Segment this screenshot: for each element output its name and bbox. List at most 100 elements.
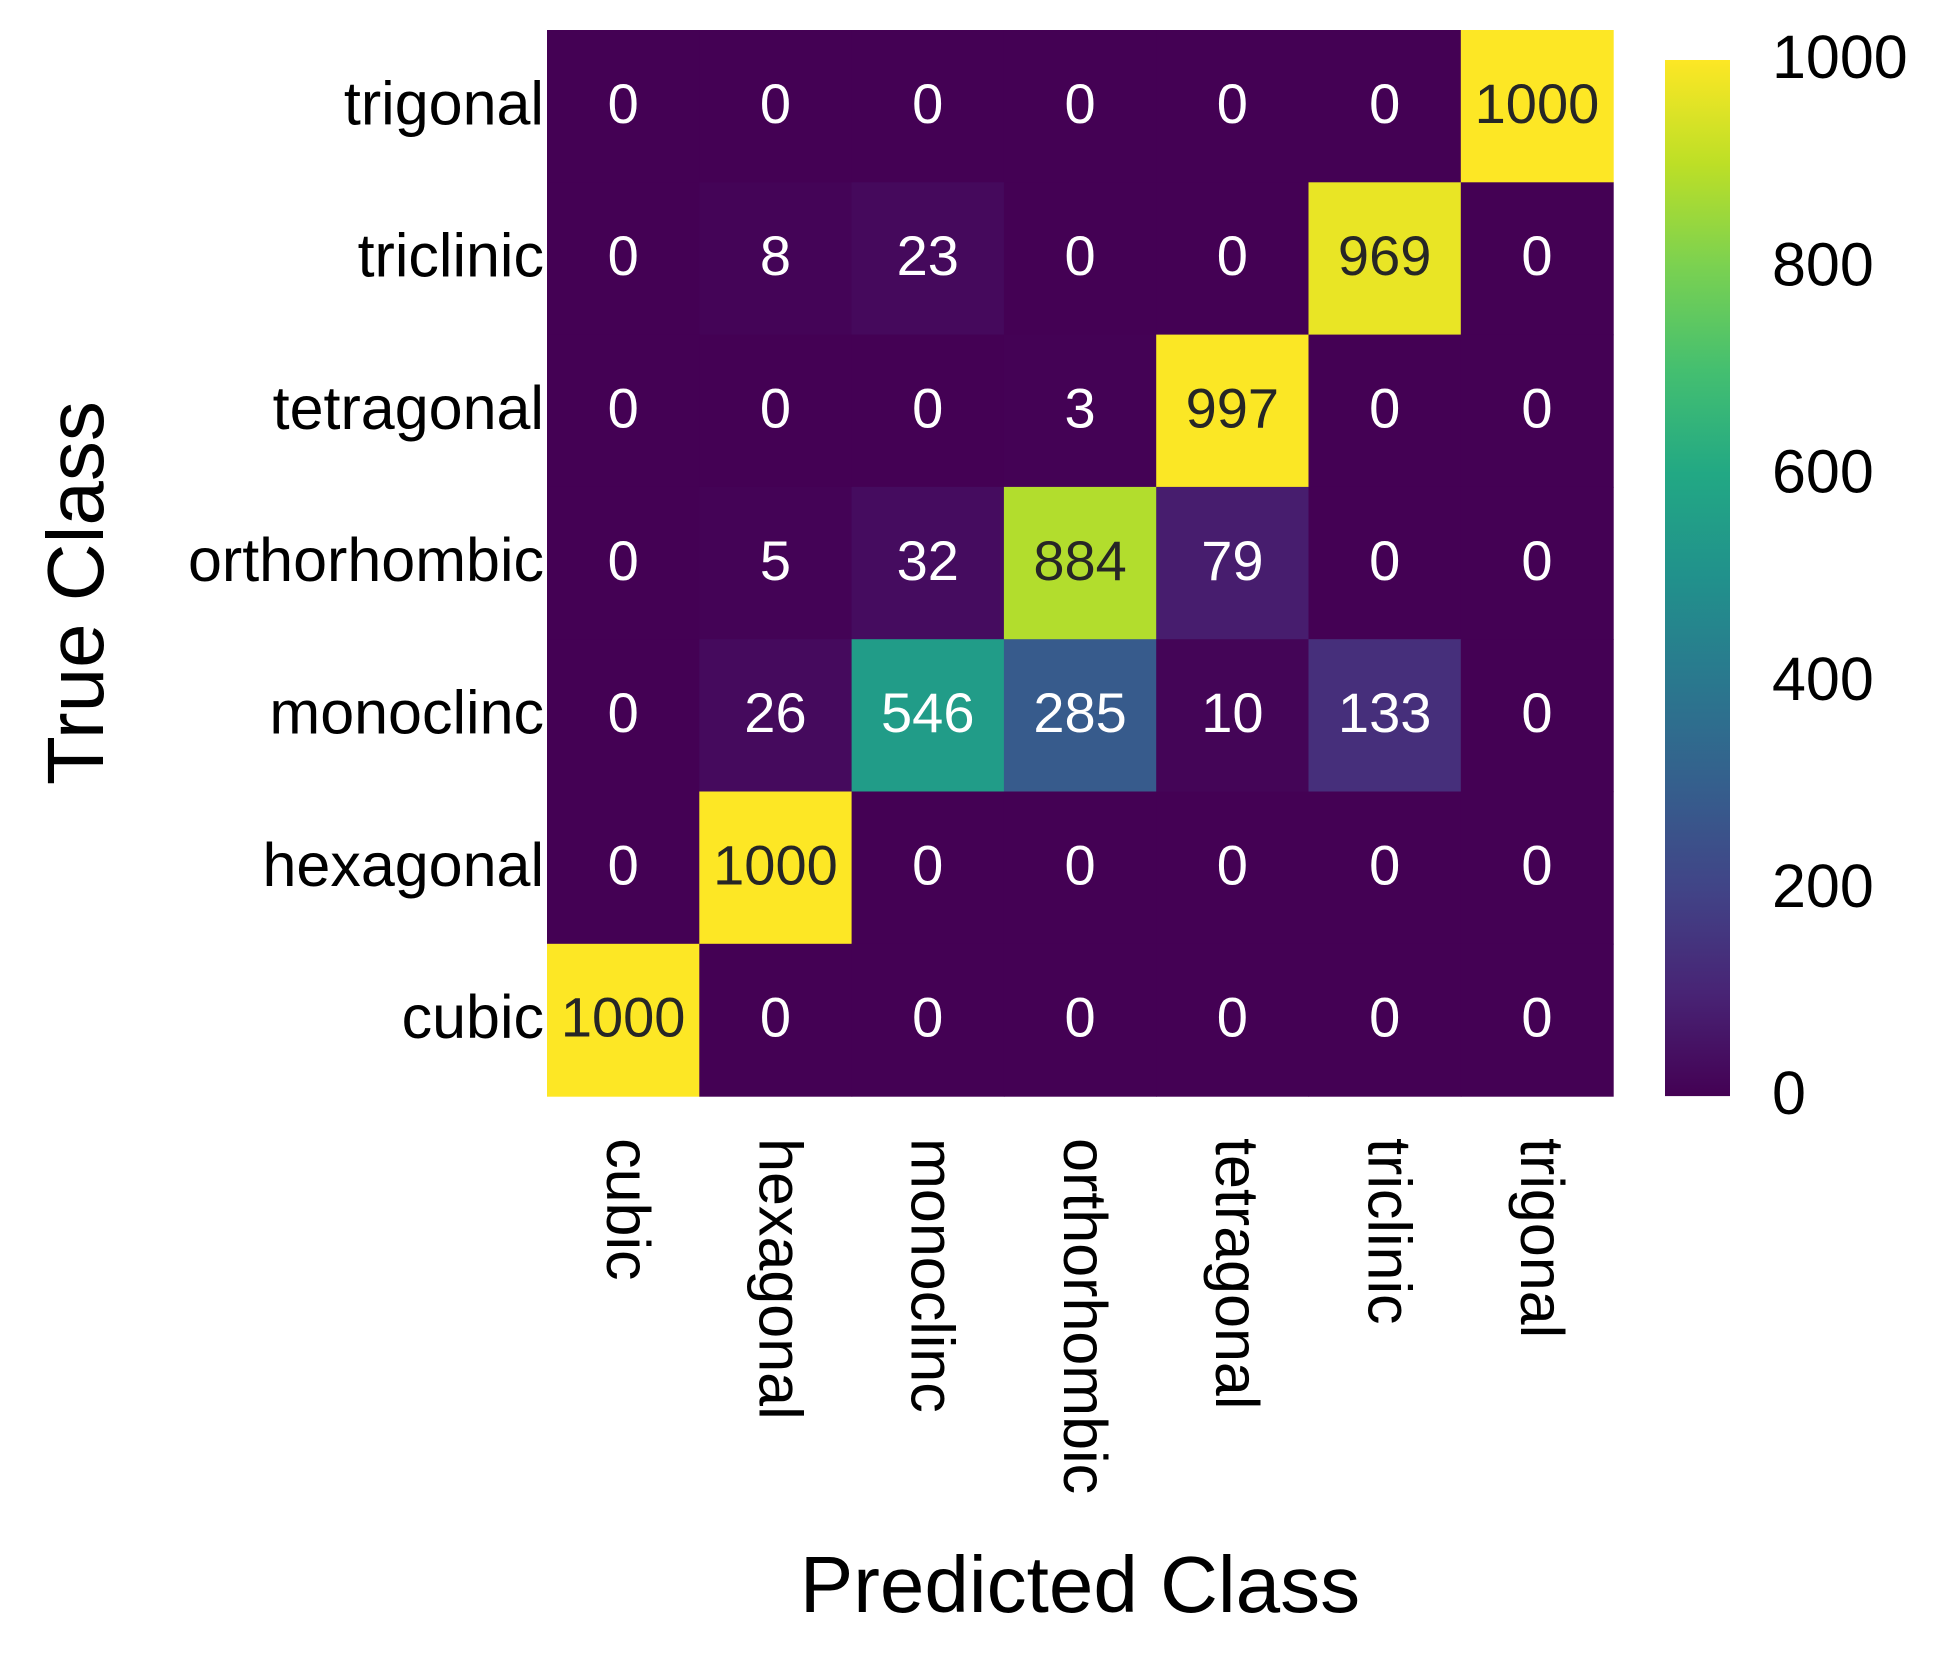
colorbar-tick-label: 200 bbox=[1772, 852, 1874, 920]
heatmap-cell bbox=[1003, 334, 1157, 488]
x-tick-label: orthorhombic bbox=[1051, 1138, 1119, 1494]
x-tick-label: triclinic bbox=[1356, 1138, 1424, 1324]
cell-value-label: 0 bbox=[608, 529, 639, 592]
cell-value-label: 0 bbox=[1521, 224, 1552, 287]
heatmap-cell bbox=[547, 334, 700, 488]
heatmap-cell bbox=[851, 30, 1005, 183]
cell-value-label: 0 bbox=[1064, 833, 1095, 896]
x-axis-label: Predicted Class bbox=[800, 1540, 1360, 1629]
x-tick-label: trigonal bbox=[1508, 1138, 1576, 1338]
heatmap-cell bbox=[851, 334, 1005, 488]
heatmap-cell bbox=[1003, 943, 1157, 1097]
cell-value-label: 0 bbox=[1217, 224, 1248, 287]
cell-value-label: 0 bbox=[912, 72, 943, 135]
heatmap-cell bbox=[851, 943, 1005, 1097]
cell-value-label: 26 bbox=[744, 681, 806, 744]
y-tick-label: orthorhombic bbox=[188, 526, 544, 594]
y-tick-labels: trigonal triclinic tetragonal orthorhombic m… bbox=[188, 69, 544, 1051]
heatmap-cell bbox=[1308, 334, 1462, 488]
cell-value-label: 0 bbox=[608, 833, 639, 896]
cell-value-label: 0 bbox=[1521, 986, 1552, 1049]
heatmap-cell bbox=[851, 182, 1005, 336]
cell-value-label: 884 bbox=[1033, 529, 1126, 592]
y-tick-label: triclinic bbox=[358, 222, 544, 290]
heatmap-cell bbox=[699, 334, 853, 488]
heatmap-cell bbox=[547, 486, 700, 640]
y-tick-label: monoclinc bbox=[269, 678, 544, 746]
heatmap-cell bbox=[1308, 30, 1462, 183]
cell-value-label: 0 bbox=[760, 377, 791, 440]
heatmap-cell bbox=[1156, 182, 1310, 336]
heatmap-cell bbox=[1003, 182, 1157, 336]
cell-value-label: 0 bbox=[1521, 529, 1552, 592]
heatmap-cell bbox=[699, 182, 853, 336]
colorbar-tick-label: 800 bbox=[1772, 230, 1874, 298]
heatmap-cell bbox=[1156, 791, 1310, 945]
colorbar-tick-label: 400 bbox=[1772, 645, 1874, 713]
cell-value-label: 0 bbox=[608, 377, 639, 440]
heatmap-cell bbox=[547, 639, 700, 793]
cell-value-label: 0 bbox=[608, 224, 639, 287]
heatmap-cell bbox=[1003, 639, 1157, 793]
cell-value-label: 969 bbox=[1338, 224, 1431, 287]
cell-value-label: 0 bbox=[1217, 833, 1248, 896]
y-axis-label: True Class bbox=[31, 401, 120, 785]
y-tick-label: cubic bbox=[402, 983, 544, 1051]
cell-value-label: 0 bbox=[1064, 224, 1095, 287]
heatmap-cell bbox=[547, 791, 700, 945]
cell-value-label: 1000 bbox=[713, 833, 838, 896]
cell-value-label: 0 bbox=[608, 72, 639, 135]
heatmap-cell bbox=[1308, 486, 1462, 640]
cell-value-label: 3 bbox=[1064, 377, 1095, 440]
cell-value-label: 0 bbox=[912, 833, 943, 896]
cell-value-label: 0 bbox=[1369, 529, 1400, 592]
cell-value-label: 5 bbox=[760, 529, 791, 592]
cell-value-label: 546 bbox=[881, 681, 974, 744]
cell-value-label: 1000 bbox=[1475, 72, 1600, 135]
x-tick-label: cubic bbox=[594, 1138, 662, 1280]
cell-value-label: 0 bbox=[1064, 72, 1095, 135]
heatmap-cell bbox=[699, 943, 853, 1097]
cell-value-label: 0 bbox=[912, 377, 943, 440]
heatmap-cell bbox=[1156, 639, 1310, 793]
heatmap-cell bbox=[851, 639, 1005, 793]
colorbar-tick-label: 1000 bbox=[1772, 23, 1908, 91]
heatmap-cells bbox=[547, 30, 1614, 1097]
heatmap-cell bbox=[1308, 182, 1462, 336]
cell-value-label: 0 bbox=[912, 986, 943, 1049]
heatmap-cell bbox=[699, 791, 853, 945]
cell-value-label: 997 bbox=[1186, 377, 1279, 440]
heatmap-cell bbox=[699, 486, 853, 640]
colorbar-tick-labels: 0 200 400 600 800 1000 bbox=[1772, 23, 1908, 1127]
colorbar: 0 200 400 600 800 1000 bbox=[1665, 23, 1908, 1127]
heatmap-cell bbox=[1308, 791, 1462, 945]
heatmap-cell bbox=[1460, 182, 1614, 336]
cell-value-label: 79 bbox=[1201, 529, 1263, 592]
cell-value-label: 0 bbox=[1217, 986, 1248, 1049]
heatmap-cell bbox=[1460, 30, 1614, 183]
heatmap-cell bbox=[1308, 639, 1462, 793]
y-tick-label: trigonal bbox=[344, 69, 544, 137]
heatmap-cell bbox=[851, 486, 1005, 640]
heatmap-cell bbox=[1003, 791, 1157, 945]
cell-value-label: 10 bbox=[1201, 681, 1263, 744]
y-tick-label: hexagonal bbox=[262, 831, 544, 899]
cell-value-label: 0 bbox=[760, 986, 791, 1049]
cell-value-label: 0 bbox=[1369, 833, 1400, 896]
heatmap-cell bbox=[1460, 639, 1614, 793]
cell-value-label: 0 bbox=[1521, 681, 1552, 744]
heatmap-cell bbox=[1460, 486, 1614, 640]
heatmap-cell bbox=[547, 30, 700, 183]
cell-value-label: 0 bbox=[1521, 377, 1552, 440]
heatmap-cell bbox=[1156, 30, 1310, 183]
heatmap-cell bbox=[1156, 943, 1310, 1097]
colorbar-tick-label: 0 bbox=[1772, 1059, 1806, 1127]
y-tick-label: tetragonal bbox=[273, 374, 544, 442]
x-tick-label: hexagonal bbox=[746, 1138, 814, 1420]
heatmap-cell bbox=[547, 182, 700, 336]
cell-value-label: 8 bbox=[760, 224, 791, 287]
cell-value-label: 0 bbox=[1521, 833, 1552, 896]
heatmap-cell bbox=[851, 791, 1005, 945]
colorbar-gradient bbox=[1665, 60, 1730, 1097]
